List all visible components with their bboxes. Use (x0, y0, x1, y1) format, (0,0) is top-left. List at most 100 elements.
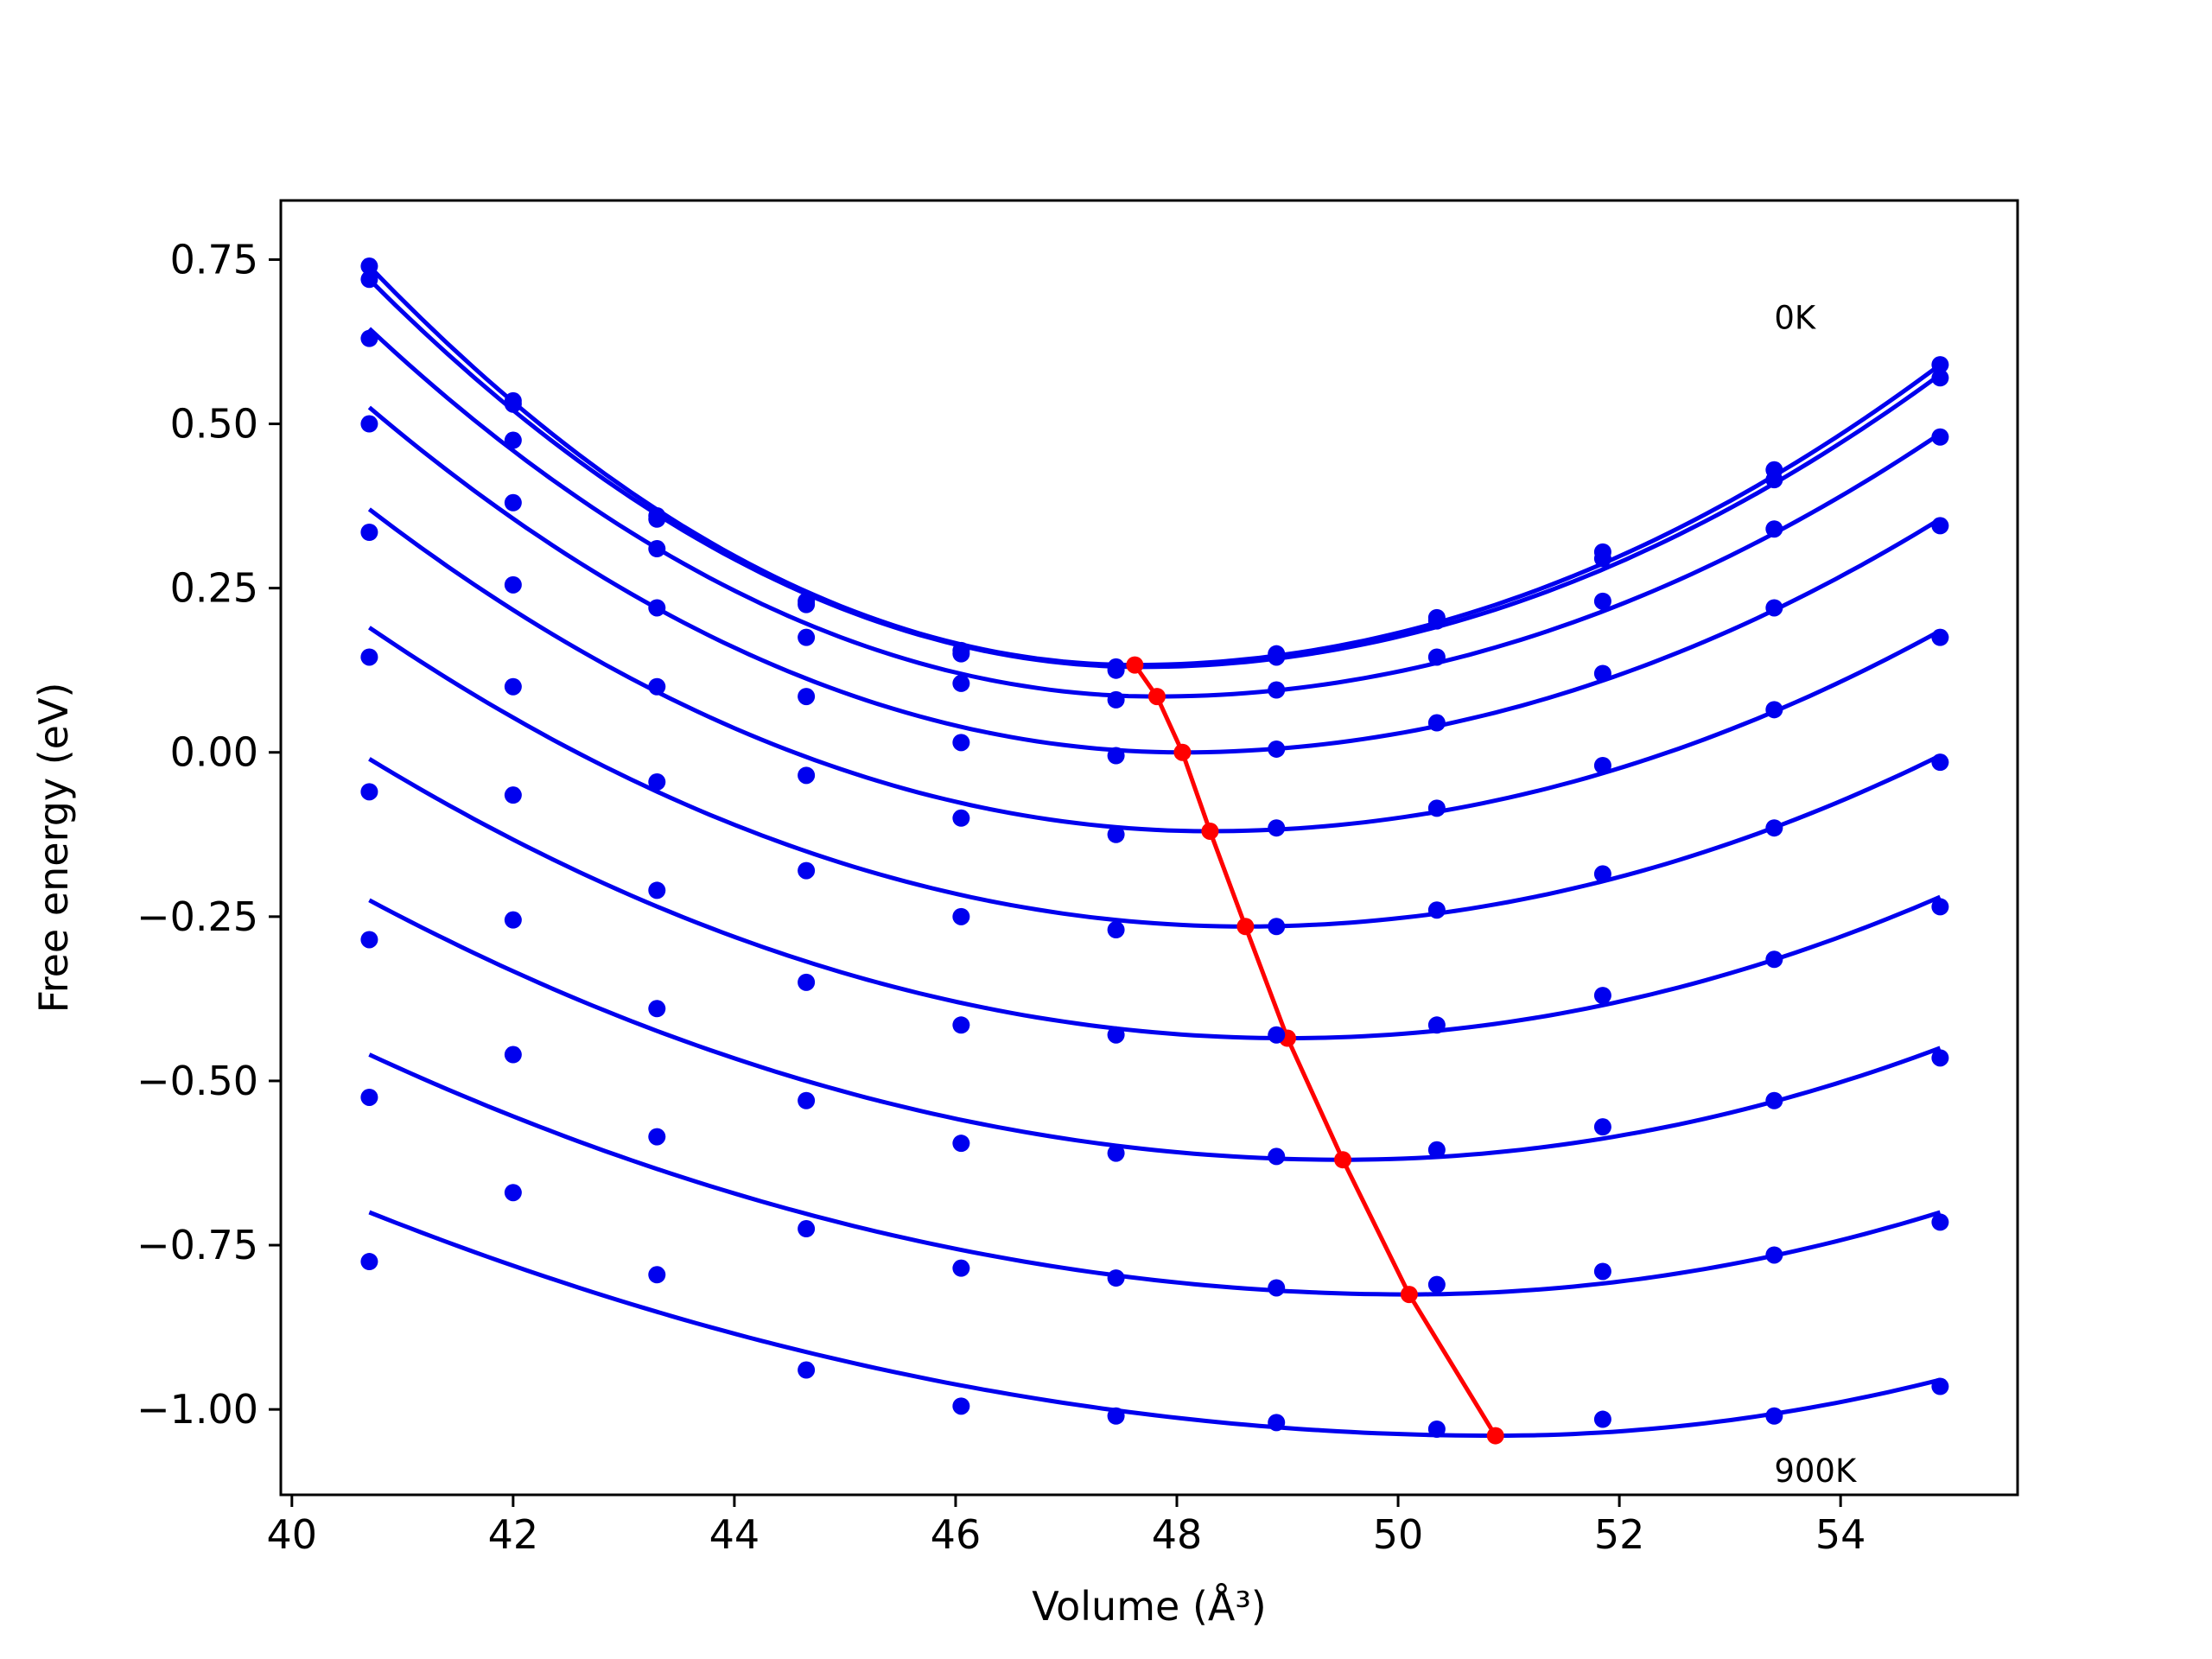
minimum-point (1236, 918, 1255, 936)
x-tick-label: 54 (1815, 1511, 1866, 1558)
data-point (1107, 1144, 1125, 1162)
data-point (798, 595, 816, 613)
data-point (1107, 661, 1125, 679)
data-point (360, 415, 378, 433)
x-tick-label: 40 (267, 1511, 318, 1558)
data-point (1931, 369, 1949, 387)
data-point (1765, 819, 1783, 837)
data-point (648, 881, 666, 899)
data-point (648, 677, 666, 696)
data-point (1427, 648, 1446, 666)
data-point (504, 1184, 522, 1202)
data-point (1427, 714, 1446, 732)
data-point (1765, 1246, 1783, 1264)
data-point (1107, 1407, 1125, 1425)
data-point (504, 911, 522, 929)
data-point (1765, 1091, 1783, 1109)
data-point (798, 861, 816, 880)
minimum-point (1400, 1286, 1418, 1304)
minimum-point (1126, 656, 1144, 674)
annotation-label: 900K (1774, 1452, 1858, 1490)
data-point (1593, 865, 1611, 883)
data-point (1268, 740, 1286, 758)
data-point (952, 645, 970, 663)
data-point (952, 1135, 970, 1153)
data-point (1593, 664, 1611, 683)
fit-curve-6 (368, 757, 1942, 1040)
data-point (504, 395, 522, 413)
y-tick-label: −0.50 (137, 1058, 258, 1104)
y-axis-label: Free energy (eV) (30, 683, 77, 1014)
data-point (1427, 1016, 1446, 1034)
data-point (798, 1091, 816, 1109)
data-point (798, 973, 816, 991)
minimum-point (1486, 1427, 1504, 1445)
data-point (1427, 799, 1446, 817)
data-point (1427, 1141, 1446, 1159)
data-point (952, 809, 970, 827)
data-point (360, 329, 378, 347)
fit-curve-9 (368, 1210, 1942, 1439)
fit-curve-8 (368, 1052, 1942, 1297)
fit-curve-0 (367, 264, 1942, 668)
minimum-point (1147, 688, 1166, 706)
fit-curves (367, 264, 1942, 1439)
data-point (648, 1266, 666, 1284)
data-point (1765, 950, 1783, 969)
x-tick-label: 52 (1594, 1511, 1645, 1558)
data-point (1268, 1147, 1286, 1166)
minima-path (1126, 656, 1504, 1445)
data-point (952, 1259, 970, 1277)
data-point (1427, 612, 1446, 630)
data-point (1268, 918, 1286, 936)
data-point (1268, 1279, 1286, 1297)
data-point (1107, 690, 1125, 709)
data-point (1931, 517, 1949, 535)
data-point (1931, 428, 1949, 446)
data-point (1268, 1414, 1286, 1432)
data-point (798, 1220, 816, 1238)
data-point (1593, 987, 1611, 1005)
minimum-point (1201, 822, 1219, 840)
data-point (360, 931, 378, 949)
data-point (648, 1000, 666, 1018)
minimum-point (1173, 743, 1192, 761)
data-point (360, 783, 378, 801)
data-point (1593, 550, 1611, 568)
data-point (1931, 1377, 1949, 1395)
minima-line (1133, 664, 1497, 1437)
data-point (504, 677, 522, 696)
x-tick-label: 44 (709, 1511, 760, 1558)
data-point (1107, 825, 1125, 843)
data-point (1107, 921, 1125, 939)
data-point (360, 648, 378, 666)
data-point (798, 766, 816, 785)
data-point (798, 1361, 816, 1379)
data-point (648, 599, 666, 617)
x-tick-label: 50 (1373, 1511, 1424, 1558)
data-point (360, 1253, 378, 1271)
data-point (504, 575, 522, 594)
data-point (1765, 701, 1783, 719)
minimum-point (1334, 1151, 1352, 1169)
data-point (648, 1128, 666, 1146)
data-point (1931, 898, 1949, 916)
data-point (1593, 1262, 1611, 1281)
x-tick-label: 46 (931, 1511, 982, 1558)
data-point (1107, 747, 1125, 765)
data-point (1593, 1118, 1611, 1136)
data-point (1268, 681, 1286, 699)
data-point (648, 772, 666, 791)
y-tick-label: 0.75 (170, 236, 258, 283)
data-point (952, 907, 970, 925)
data-point (1427, 1275, 1446, 1294)
data-point (1268, 819, 1286, 837)
x-axis-label: Volume (Å³) (1032, 1583, 1267, 1630)
data-point (360, 524, 378, 542)
x-tick-label: 42 (488, 1511, 539, 1558)
data-point (952, 734, 970, 752)
data-point (1427, 901, 1446, 919)
plot-frame (279, 199, 2019, 1497)
data-point (360, 257, 378, 276)
fit-curve-3 (367, 405, 1942, 755)
